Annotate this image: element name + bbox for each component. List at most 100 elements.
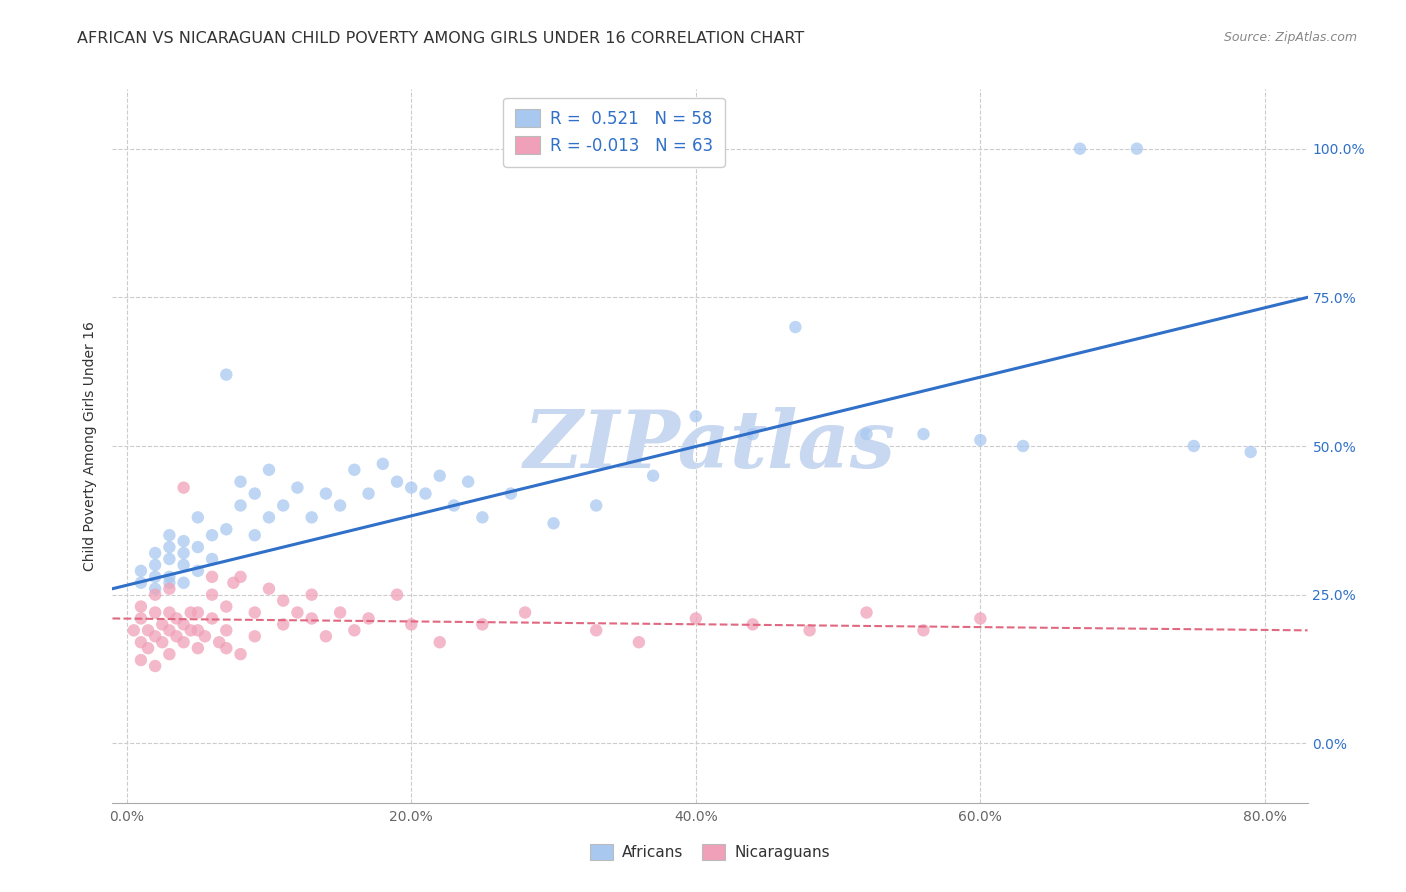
Point xyxy=(208,635,231,649)
Point xyxy=(187,624,209,638)
Point xyxy=(969,433,991,447)
Point xyxy=(401,617,423,632)
Point xyxy=(136,641,159,656)
Point xyxy=(287,481,309,495)
Point xyxy=(471,617,494,632)
Point xyxy=(229,475,252,489)
Point xyxy=(143,606,166,620)
Point xyxy=(257,463,280,477)
Point xyxy=(129,599,152,614)
Point xyxy=(143,570,166,584)
Point xyxy=(329,499,352,513)
Point xyxy=(215,599,238,614)
Point xyxy=(243,486,266,500)
Point xyxy=(222,575,245,590)
Point xyxy=(187,641,209,656)
Point xyxy=(429,635,451,649)
Point xyxy=(243,528,266,542)
Point xyxy=(143,558,166,572)
Point xyxy=(129,575,152,590)
Point xyxy=(229,499,252,513)
Point xyxy=(129,653,152,667)
Point xyxy=(585,624,607,638)
Point xyxy=(1126,142,1149,156)
Point xyxy=(343,463,366,477)
Point xyxy=(912,624,935,638)
Point xyxy=(129,635,152,649)
Point xyxy=(1012,439,1035,453)
Point xyxy=(143,546,166,560)
Point xyxy=(627,635,650,649)
Point xyxy=(143,588,166,602)
Point xyxy=(343,624,366,638)
Point xyxy=(173,558,195,572)
Point xyxy=(157,624,180,638)
Point xyxy=(271,593,294,607)
Point xyxy=(429,468,451,483)
Point xyxy=(187,510,209,524)
Point xyxy=(187,540,209,554)
Point xyxy=(385,475,408,489)
Point xyxy=(180,624,202,638)
Point xyxy=(143,582,166,596)
Point xyxy=(173,481,195,495)
Point xyxy=(301,588,323,602)
Point xyxy=(229,647,252,661)
Point xyxy=(143,659,166,673)
Point xyxy=(157,647,180,661)
Point xyxy=(157,552,180,566)
Point xyxy=(1069,142,1091,156)
Point xyxy=(173,546,195,560)
Point xyxy=(301,510,323,524)
Point xyxy=(201,552,224,566)
Point xyxy=(257,582,280,596)
Text: ZIPatlas: ZIPatlas xyxy=(524,408,896,484)
Point xyxy=(157,582,180,596)
Point xyxy=(855,427,877,442)
Point xyxy=(271,617,294,632)
Point xyxy=(173,617,195,632)
Point xyxy=(215,368,238,382)
Point xyxy=(201,528,224,542)
Point xyxy=(329,606,352,620)
Point xyxy=(229,570,252,584)
Point xyxy=(150,635,173,649)
Point xyxy=(187,606,209,620)
Point xyxy=(157,606,180,620)
Point xyxy=(243,629,266,643)
Point xyxy=(194,629,217,643)
Point xyxy=(499,486,522,500)
Point xyxy=(301,611,323,625)
Text: Source: ZipAtlas.com: Source: ZipAtlas.com xyxy=(1223,31,1357,45)
Point xyxy=(471,510,494,524)
Text: AFRICAN VS NICARAGUAN CHILD POVERTY AMONG GIRLS UNDER 16 CORRELATION CHART: AFRICAN VS NICARAGUAN CHILD POVERTY AMON… xyxy=(77,31,804,46)
Point xyxy=(741,617,763,632)
Point xyxy=(180,606,202,620)
Point xyxy=(643,468,665,483)
Point xyxy=(215,522,238,536)
Point xyxy=(143,629,166,643)
Point xyxy=(150,617,173,632)
Point xyxy=(157,575,180,590)
Point xyxy=(513,606,536,620)
Point xyxy=(315,486,337,500)
Point xyxy=(457,475,479,489)
Point xyxy=(371,457,394,471)
Point xyxy=(799,624,821,638)
Point xyxy=(173,575,195,590)
Point xyxy=(401,481,423,495)
Point xyxy=(287,606,309,620)
Point xyxy=(357,486,380,500)
Point xyxy=(187,564,209,578)
Point xyxy=(166,611,188,625)
Point xyxy=(1240,445,1263,459)
Point xyxy=(215,624,238,638)
Point xyxy=(257,510,280,524)
Point xyxy=(969,611,991,625)
Point xyxy=(243,606,266,620)
Point xyxy=(271,499,294,513)
Point xyxy=(1182,439,1205,453)
Point xyxy=(201,611,224,625)
Point xyxy=(129,611,152,625)
Point xyxy=(157,570,180,584)
